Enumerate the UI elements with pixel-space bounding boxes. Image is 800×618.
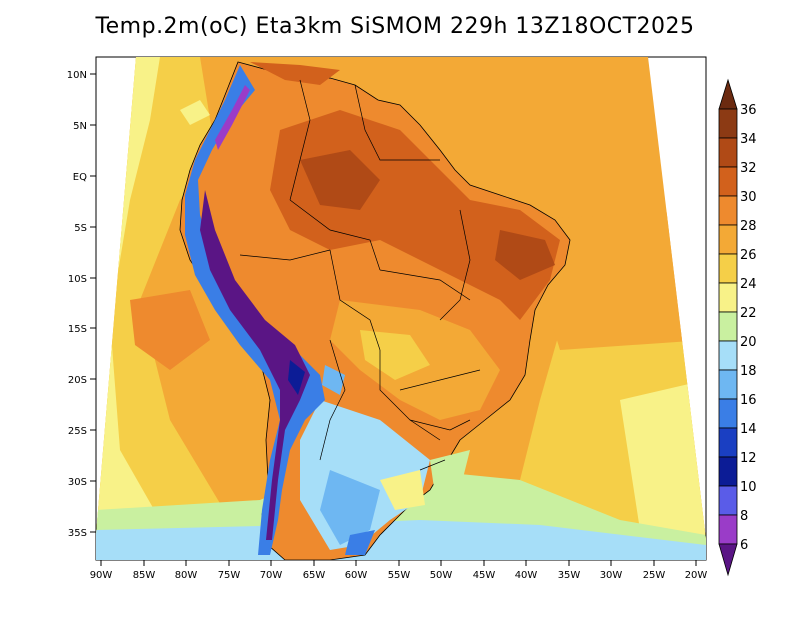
lat-label: 25S (68, 426, 87, 437)
lon-label: 45W (473, 570, 496, 581)
colorbar-swatch (718, 398, 738, 429)
longitude-axis: 90W 85W 80W 75W 70W 65W 60W 55W 50W 45W … (90, 560, 708, 581)
lat-label: 10N (67, 70, 87, 81)
colorbar-swatch (718, 369, 738, 400)
temperature-field (96, 57, 706, 560)
lon-label: 20W (685, 570, 708, 581)
lon-label: 75W (218, 570, 241, 581)
colorbar-swatch (718, 311, 738, 342)
colorbar-swatch (718, 195, 738, 226)
colorbar-swatch (718, 340, 738, 371)
lon-label: 80W (175, 570, 198, 581)
colorbar-label: 20 (740, 335, 757, 350)
lat-label: 35S (68, 528, 87, 539)
colorbar-swatch (718, 108, 738, 139)
lat-label: EQ (73, 172, 87, 183)
colorbar-top-arrow (718, 78, 738, 110)
lon-label: 85W (133, 570, 156, 581)
lon-label: 35W (558, 570, 581, 581)
colorbar-label: 28 (740, 219, 757, 234)
colorbar-swatch (718, 427, 738, 458)
colorbar-label: 30 (740, 190, 757, 205)
colorbar-swatch (718, 253, 738, 284)
lat-label: 30S (68, 477, 87, 488)
colorbar-labels: 36 34 32 30 28 26 24 22 20 18 16 14 12 1… (740, 103, 757, 553)
lon-label: 65W (303, 570, 326, 581)
lon-label: 70W (260, 570, 283, 581)
colorbar-label: 8 (740, 509, 748, 524)
lon-label: 55W (388, 570, 411, 581)
colorbar-label: 14 (740, 422, 757, 437)
lon-label: 50W (430, 570, 453, 581)
lon-label: 25W (643, 570, 666, 581)
lat-label: 20S (68, 375, 87, 386)
lon-label: 90W (90, 570, 113, 581)
latitude-axis: 10N 5N EQ 5S 10S 15S 20S 25S 30S 35S (67, 70, 96, 539)
lon-label: 40W (515, 570, 538, 581)
colorbar-label: 26 (740, 248, 757, 263)
colorbar-label: 10 (740, 480, 757, 495)
lat-label: 10S (68, 274, 87, 285)
colorbar-label: 6 (740, 538, 748, 553)
colorbar-label: 12 (740, 451, 757, 466)
andes-cold-band (185, 65, 325, 555)
colorbar-swatch (718, 485, 738, 516)
colorbar-swatch (718, 456, 738, 487)
colorbar (718, 78, 738, 577)
colorbar-label: 34 (740, 132, 757, 147)
colorbar-swatch (718, 166, 738, 197)
lon-label: 60W (345, 570, 368, 581)
map-title: Temp.2m(oC) Eta3km SiSMOM 229h 13Z18OCT2… (95, 14, 695, 39)
colorbar-label: 18 (740, 364, 757, 379)
colorbar-bottom-arrow (718, 543, 738, 577)
colorbar-swatch (718, 514, 738, 545)
colorbar-label: 32 (740, 161, 757, 176)
lat-label: 15S (68, 324, 87, 335)
country-borders (239, 79, 481, 471)
lon-label: 30W (600, 570, 623, 581)
colorbar-label: 22 (740, 306, 757, 321)
colorbar-label: 36 (740, 103, 757, 118)
lat-label: 5N (73, 121, 87, 132)
colorbar-swatch (718, 224, 738, 255)
colorbar-swatch (718, 137, 738, 168)
lat-label: 5S (74, 223, 87, 234)
colorbar-label: 16 (740, 393, 757, 408)
colorbar-label: 24 (740, 277, 757, 292)
colorbar-swatch (718, 282, 738, 313)
